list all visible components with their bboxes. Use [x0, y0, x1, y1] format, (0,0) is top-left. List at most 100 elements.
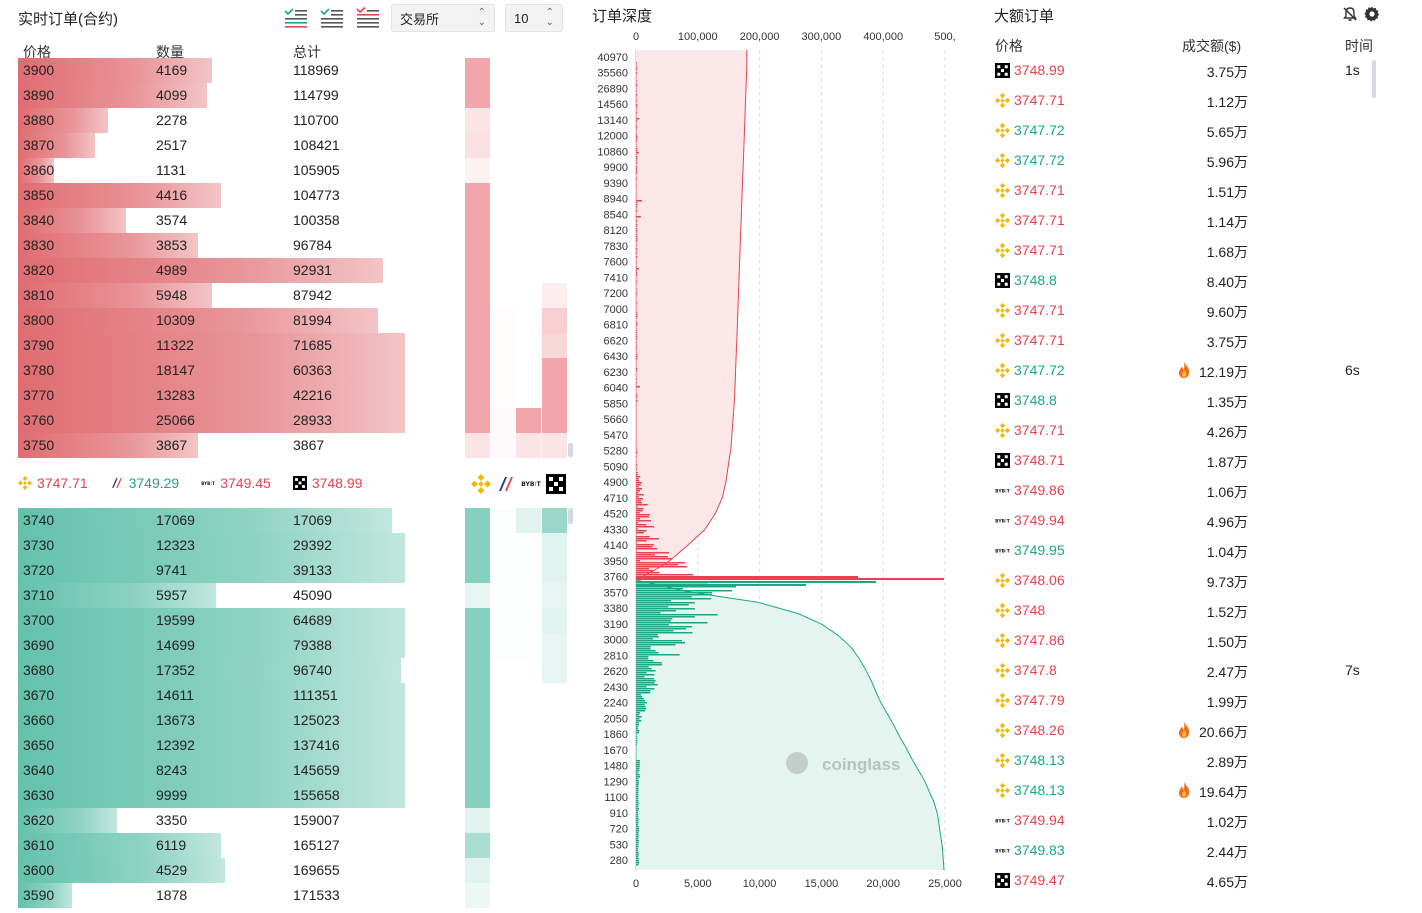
ask-row[interactable]: 3830 3853 96784	[18, 233, 468, 258]
bid-scrollbar[interactable]	[568, 508, 573, 524]
ask-level-bar	[636, 194, 637, 196]
ask-row[interactable]: 3860 1131 105905	[18, 158, 468, 183]
binance-icon[interactable]	[471, 474, 491, 494]
view-asks-icon[interactable]	[355, 7, 381, 29]
price-tick-label: 2050	[604, 713, 628, 725]
large-order-row[interactable]: 3747.71 1.12万	[990, 85, 1422, 115]
large-order-row[interactable]: 3747.79 1.99万	[990, 685, 1422, 715]
ask-row[interactable]: 3810 5948 87942	[18, 283, 468, 308]
gear-icon[interactable]	[1364, 6, 1380, 22]
large-order-row[interactable]: BYBIT 3749.94 1.02万	[990, 805, 1422, 835]
large-orders-scrollbar[interactable]	[1372, 60, 1376, 98]
large-order-row[interactable]: BYBIT 3749.83 2.44万	[990, 835, 1422, 865]
bid-price: 3700	[23, 612, 55, 628]
bybit-icon[interactable]: BYBIT	[521, 474, 541, 494]
large-order-row[interactable]: 3747.71 9.60万	[990, 295, 1422, 325]
ask-row[interactable]: 3880 2278 110700	[18, 108, 468, 133]
ask-level-bar	[636, 528, 638, 530]
large-order-row[interactable]: 3748.8 8.40万	[990, 265, 1422, 295]
large-order-row[interactable]: 3748.8 1.35万	[990, 385, 1422, 415]
ask-row[interactable]: 3840 3574 100358	[18, 208, 468, 233]
bid-row[interactable]: 3670 14611 111351	[18, 683, 468, 708]
price-tick-label: 2240	[604, 698, 628, 710]
large-order-row[interactable]: 3748.13 2.89万	[990, 745, 1422, 775]
ask-row[interactable]: 3770 13283 42216	[18, 383, 468, 408]
bid-row[interactable]: 3600 4529 169655	[18, 858, 468, 883]
bid-row[interactable]: 3700 19599 64689	[18, 608, 468, 633]
ask-level-bar	[636, 446, 637, 448]
heatmap-cell	[465, 83, 490, 108]
large-order-row[interactable]: 3748.71 1.87万	[990, 445, 1422, 475]
large-order-row[interactable]: 3747.71 1.51万	[990, 175, 1422, 205]
large-order-row[interactable]: 3748.13 19.64万	[990, 775, 1422, 805]
bid-row[interactable]: 3680 17352 96740	[18, 658, 468, 683]
ask-level-bar	[636, 160, 637, 162]
bid-row[interactable]: 3650 12392 137416	[18, 733, 468, 758]
bid-row[interactable]: 3620 3350 159007	[18, 808, 468, 833]
bybit-slash-icon[interactable]	[496, 474, 516, 494]
okx-icon[interactable]	[546, 474, 566, 494]
large-order-row[interactable]: 3747.71 1.14万	[990, 205, 1422, 235]
large-order-row[interactable]: 3748.26 20.66万	[990, 715, 1422, 745]
ask-level-bar	[636, 400, 638, 402]
bid-row[interactable]: 3660 13673 125023	[18, 708, 468, 733]
bid-row[interactable]: 3690 14699 79388	[18, 633, 468, 658]
large-order-price: 3748	[1014, 602, 1046, 618]
large-order-row[interactable]: 3747.71 3.75万	[990, 325, 1422, 355]
bid-row[interactable]: 3610 6119 165127	[18, 833, 468, 858]
bid-level-bar	[636, 682, 655, 684]
depth-select[interactable]: 10 ⌃ ⌄	[505, 4, 563, 32]
ask-row[interactable]: 3870 2517 108421	[18, 133, 468, 158]
bid-row[interactable]: 3710 5957 45090	[18, 583, 468, 608]
large-order-row[interactable]: BYBIT 3749.94 4.96万	[990, 505, 1422, 535]
exchange-select[interactable]: 交易所 ⌃ ⌄	[391, 4, 495, 32]
large-order-row[interactable]: 3749.47 4.65万	[990, 865, 1422, 895]
ask-level-bar	[636, 560, 641, 562]
bid-qty: 14699	[156, 637, 195, 653]
ask-scrollbar[interactable]	[568, 443, 573, 457]
bid-row[interactable]: 3640 8243 145659	[18, 758, 468, 783]
bid-level-bar	[636, 772, 639, 774]
heatmap-cell	[516, 608, 541, 633]
large-order-row[interactable]: BYBIT 3749.95 1.04万	[990, 535, 1422, 565]
ask-row[interactable]: 3780 18147 60363	[18, 358, 468, 383]
large-order-row[interactable]: 3747.71 1.68万	[990, 235, 1422, 265]
large-order-row[interactable]: 3747.86 1.50万	[990, 625, 1422, 655]
large-order-row[interactable]: 3747.72 12.19万 6s	[990, 355, 1422, 385]
bid-row[interactable]: 3740 17069 17069	[18, 508, 468, 533]
ask-row[interactable]: 3790 11322 71685	[18, 333, 468, 358]
large-order-row[interactable]: 3748.06 9.73万	[990, 565, 1422, 595]
ask-level-bar	[636, 124, 637, 126]
ask-row[interactable]: 3890 4099 114799	[18, 83, 468, 108]
large-order-row[interactable]: 3747.72 5.96万	[990, 145, 1422, 175]
bid-row[interactable]: 3720 9741 39133	[18, 558, 468, 583]
bid-level-bar	[636, 724, 639, 726]
large-order-row[interactable]: 3747.8 2.47万 7s	[990, 655, 1422, 685]
bid-row[interactable]: 3730 12323 29392	[18, 533, 468, 558]
ask-row[interactable]: 3900 4169 118969	[18, 58, 468, 83]
bell-off-icon[interactable]	[1342, 6, 1358, 22]
large-order-amount: 1.99万	[1206, 694, 1248, 710]
depth-chart[interactable]: 0 100,000 200,000 300,000 400,000 500, 0 5,000 1…	[585, 0, 985, 913]
ask-level-bar	[636, 180, 637, 182]
view-bids-icon[interactable]	[319, 7, 345, 29]
ask-row[interactable]: 3820 4989 92931	[18, 258, 468, 283]
large-order-row[interactable]: 3747.71 4.26万	[990, 415, 1422, 445]
heatmap-cell	[465, 183, 490, 208]
view-both-icon[interactable]	[283, 7, 309, 29]
ask-row[interactable]: 3800 10309 81994	[18, 308, 468, 333]
large-order-price: 3747.71	[1014, 212, 1065, 228]
large-order-row[interactable]: 3748.99 3.75万 1s	[990, 55, 1422, 85]
bid-row[interactable]: 3590 1878 171533	[18, 883, 468, 908]
depth-panel: 订单深度 0 100,000 200,000 300,000 400,000 500, 0 5…	[585, 0, 985, 913]
ask-row[interactable]: 3850 4416 104773	[18, 183, 468, 208]
ask-row[interactable]: 3760 25066 28933	[18, 408, 468, 433]
bid-row[interactable]: 3630 9999 155658	[18, 783, 468, 808]
large-order-row[interactable]: BYBIT 3749.86 1.06万	[990, 475, 1422, 505]
large-order-row[interactable]: 3747.72 5.65万	[990, 115, 1422, 145]
ask-level-bar	[636, 72, 638, 74]
ask-level-bar	[636, 408, 637, 410]
bid-level-bar	[636, 702, 647, 704]
large-order-row[interactable]: 3748 1.52万	[990, 595, 1422, 625]
ask-row[interactable]: 3750 3867 3867	[18, 433, 468, 458]
